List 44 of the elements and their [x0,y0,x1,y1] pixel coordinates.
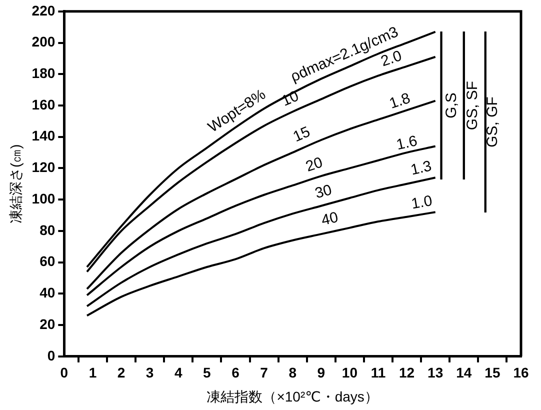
x-tick-label: 5 [203,364,212,381]
annotation: 1.3 [409,158,434,179]
x-tick-label: 0 [60,364,68,381]
y-tick-label: 20 [40,316,56,332]
x-tick-label: 6 [232,364,240,381]
y-tick-label: 60 [40,253,56,270]
y-tick-label: 220 [32,2,56,18]
x-tick-label: 9 [317,364,326,381]
x-tick-label: 12 [399,364,415,381]
x-tick-label: 13 [428,364,444,381]
x-tick-label: 11 [370,364,386,381]
annotation: 1.8 [387,90,412,112]
y-tick-label: 160 [32,96,56,112]
y-tick-label: 0 [47,347,56,364]
x-tick-label: 16 [513,364,529,381]
line-series [86,176,436,308]
x-tick-label: 2 [117,364,126,381]
text: 20 [304,154,325,176]
y-tick-label: 200 [32,34,56,50]
x-tick-label: 7 [260,364,268,381]
x-tick-label: 1 [88,364,97,381]
x-tick-label: 4 [174,364,182,381]
x-axis-title: 凍結指数（×10²℃・days） [206,388,378,404]
x-tick-label: 3 [146,364,154,381]
text: GS, SF [464,80,482,130]
annotation: 1.0 [410,192,434,213]
y-tick-label: 140 [32,128,56,144]
text: 40 [320,208,340,230]
annotation: 1.6 [394,132,419,154]
y-axis-title: 凍結深さ(㎝) [7,144,24,224]
text: 15 [290,123,313,146]
y-tick-label: 40 [40,284,56,301]
x-tick-label: 14 [456,364,472,381]
x-tick-label: 10 [342,364,358,381]
y-tick-label: 180 [32,64,56,81]
text: 30 [313,181,334,202]
y-tick-label: 80 [40,222,56,238]
y-tick-label: 120 [32,159,56,176]
x-tick-label: 15 [484,364,500,381]
y-tick-label: 100 [32,190,56,206]
text: GS, GF [484,96,502,148]
text: G,S [442,92,460,118]
line-series [86,211,436,317]
x-tick-label: 8 [288,364,297,381]
